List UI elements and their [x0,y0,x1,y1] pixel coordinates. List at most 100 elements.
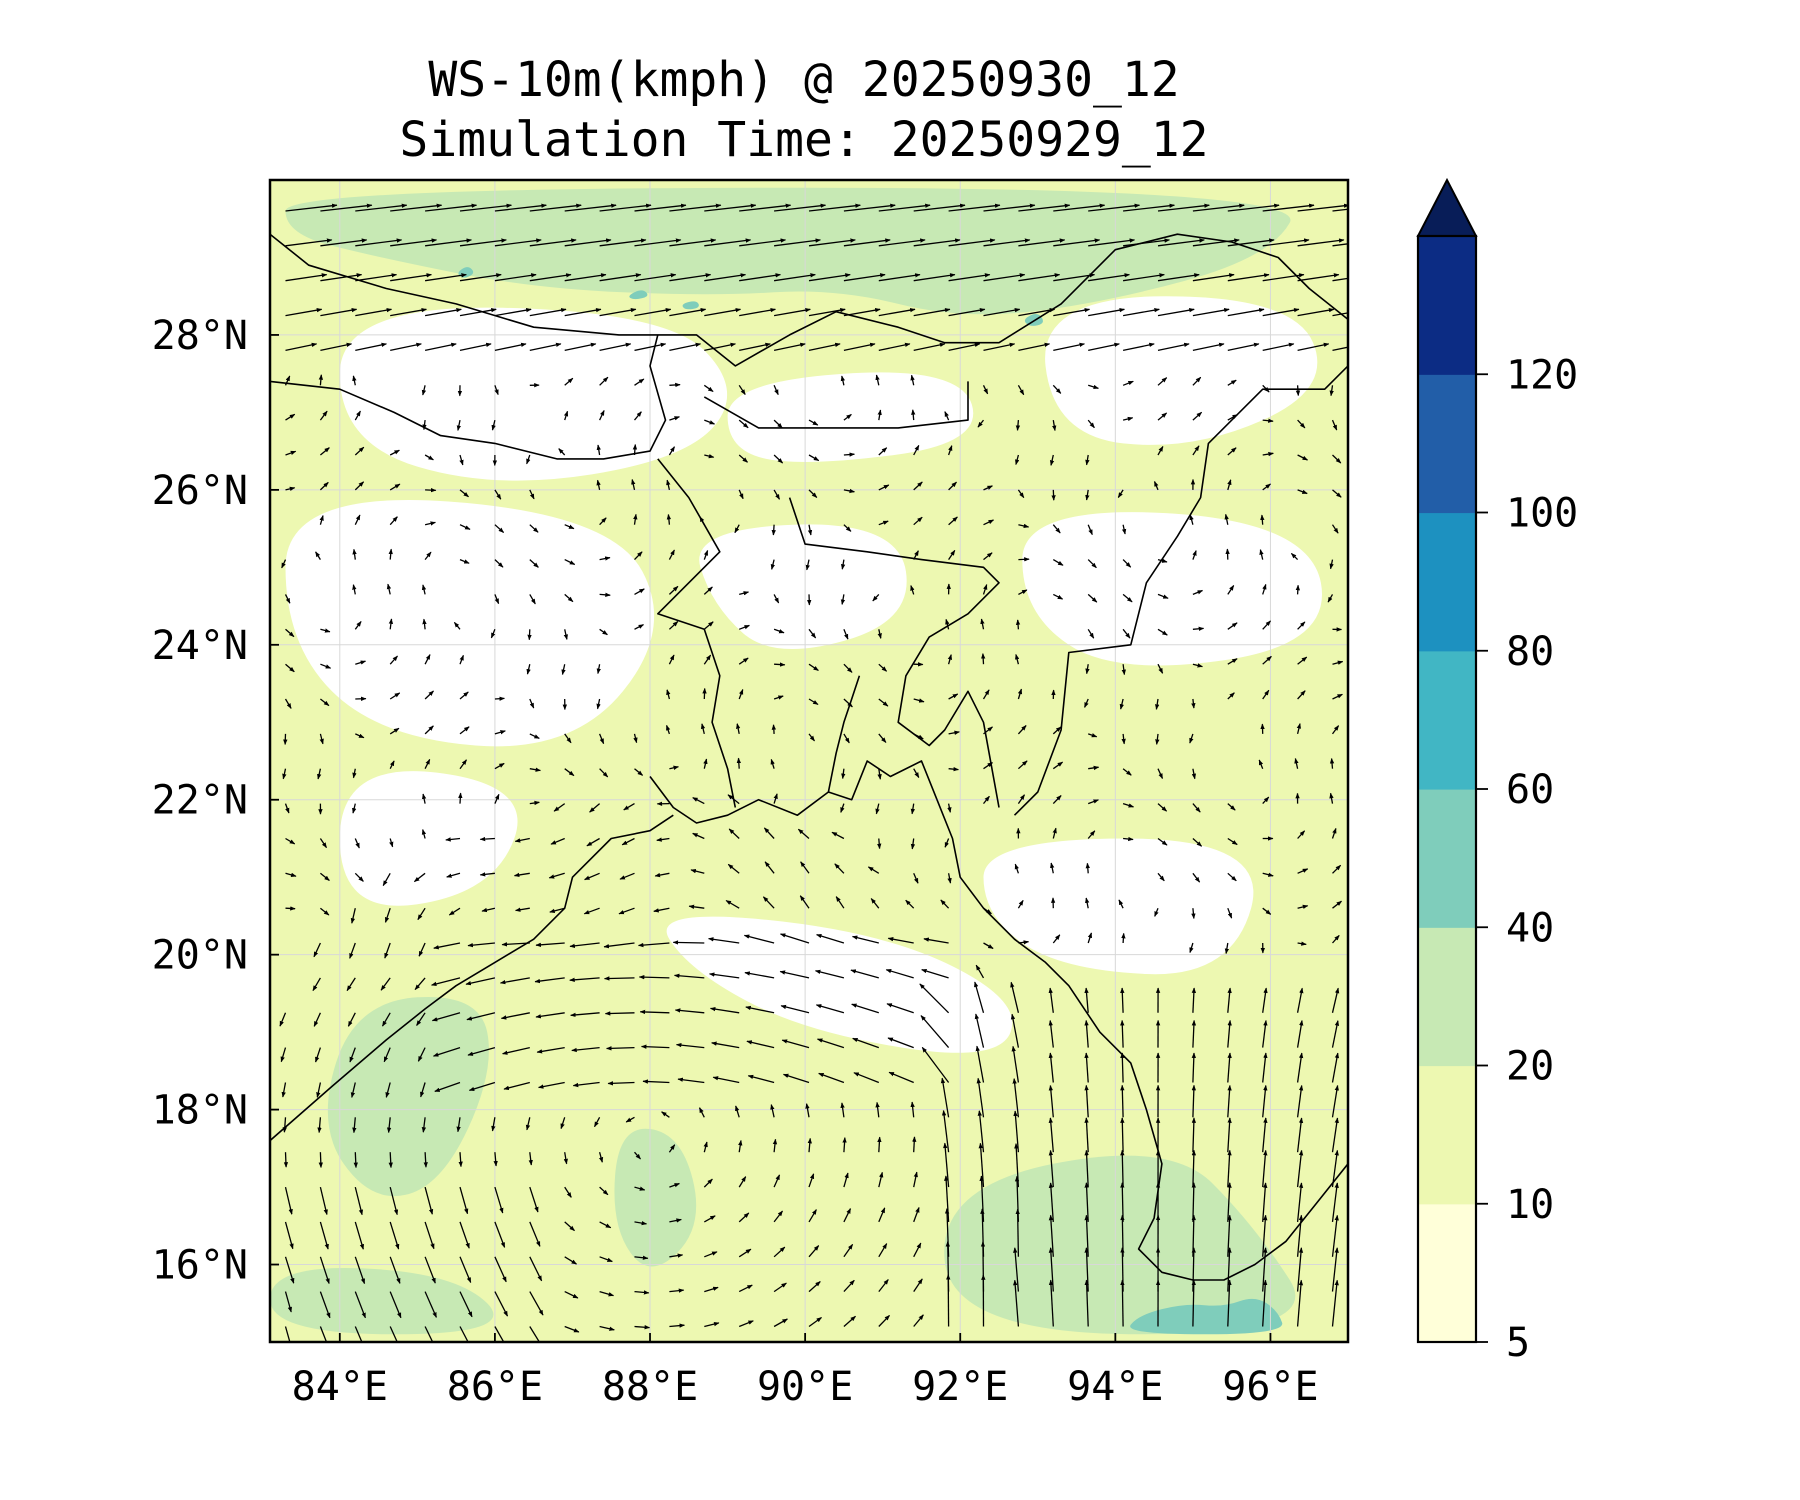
wind-arrow [634,1325,651,1330]
wind-arrow [1331,1084,1339,1118]
wind-arrow [739,591,750,596]
wind-arrow [284,1221,294,1250]
wind-arrow [919,983,950,1014]
wind-arrow [703,621,714,630]
calm-patches-region [285,499,655,747]
wind-arrow [494,1186,504,1214]
wind-arrow [320,203,373,212]
wind-arrow [1048,1182,1054,1222]
wind-arrow [1192,411,1203,421]
wind-arrow [416,1012,426,1026]
wind-arrow [1154,907,1159,917]
wind-arrow [320,698,330,707]
wind-arrow [315,551,321,560]
wind-arrow [284,1256,295,1284]
wind-arrow [877,409,882,421]
wind-arrow [1120,1019,1125,1048]
wind-arrow [771,524,776,536]
latitude-tick-label: 24°N [152,623,248,669]
wind-arrow [1048,1084,1054,1118]
wind-arrow [808,1245,820,1258]
wind-arrow [599,307,637,317]
wind-arrow [529,1221,541,1247]
wind-arrow [913,444,920,456]
wind-arrow [771,724,777,734]
wind-arrow [425,238,472,247]
wind-arrow [550,837,565,845]
wind-arrow [1087,733,1098,738]
wind-arrow [944,1208,950,1257]
wind-arrow [490,629,496,639]
wind-arrow [494,559,504,568]
wind-arrow [1227,1149,1232,1188]
wind-arrow [736,757,742,769]
colorbar-segment-100 [1418,374,1476,514]
wind-arrow [385,1082,391,1098]
wind-arrow [1332,208,1348,212]
wind-arrow [564,559,576,566]
wind-arrow [319,907,330,916]
wind-arrow [1227,273,1270,282]
wind-arrow [320,663,332,669]
wind-arrow [564,1186,572,1198]
wind-arrow [948,203,1001,212]
wind-arrow [913,1314,924,1327]
wind-arrow [1122,593,1133,603]
wind-arrow [877,629,882,639]
wind-arrow [1262,418,1274,423]
colorbar-tick-label: 100 [1506,491,1578,537]
wind-arrow [947,873,952,884]
wind-arrow [355,203,408,212]
wind-arrow [738,688,744,700]
wind-arrow [983,519,994,526]
wind-arrow [1332,864,1342,874]
wind-arrow [808,342,841,352]
wind-arrow [1262,1149,1268,1188]
wind-arrow [529,767,541,772]
wind-arrow [843,1279,855,1293]
wind-arrow [1262,1117,1268,1153]
wind-arrow [738,1176,747,1188]
wind-arrow [354,481,365,491]
wind-arrow [1123,203,1175,212]
wind-arrow [352,768,357,779]
india-bangladesh-north-border [788,497,1000,808]
latitude-axis: 28°N 26°N 24°N 22°N 20°N 18°N 16°N [152,313,279,1289]
wind-arrow [386,583,392,595]
wind-arrow [354,838,360,849]
wind-arrow [1048,1052,1054,1083]
wind-arrow [1296,1052,1304,1083]
wind-arrow [634,1186,646,1191]
wind-arrow [745,1005,775,1014]
wind-arrow [1259,549,1264,560]
wind-arrow [738,624,750,630]
strong-40-60-region [682,301,699,310]
wind-arrow [739,307,776,317]
wind-arrow [458,1152,463,1168]
wind-arrow [1155,733,1160,745]
wind-arrow [1011,1045,1020,1083]
wind-arrow [1329,385,1334,397]
wind-arrow [599,203,652,212]
wind-arrow [1297,419,1306,429]
wind-arrow [459,203,512,212]
wind-arrow [1118,899,1124,909]
wind-arrow [355,733,365,739]
wind-arrow [843,663,853,673]
wind-arrow [878,1314,890,1327]
wind-arrow [816,933,845,944]
wind-arrow [808,733,816,742]
wind-arrow [355,342,387,352]
wind-arrow [878,733,887,743]
wind-arrow [711,1041,740,1049]
wind-arrow [390,307,427,317]
wind-arrow [913,342,946,352]
wind-arrow [1053,307,1091,317]
wind-arrow [1052,827,1057,839]
wind-arrow [1297,904,1309,910]
wind-arrow [1087,628,1095,639]
wind-arrow [424,654,431,665]
wind-arrow [564,768,575,777]
wind-arrow [599,1325,615,1331]
wind-arrow [840,559,846,570]
